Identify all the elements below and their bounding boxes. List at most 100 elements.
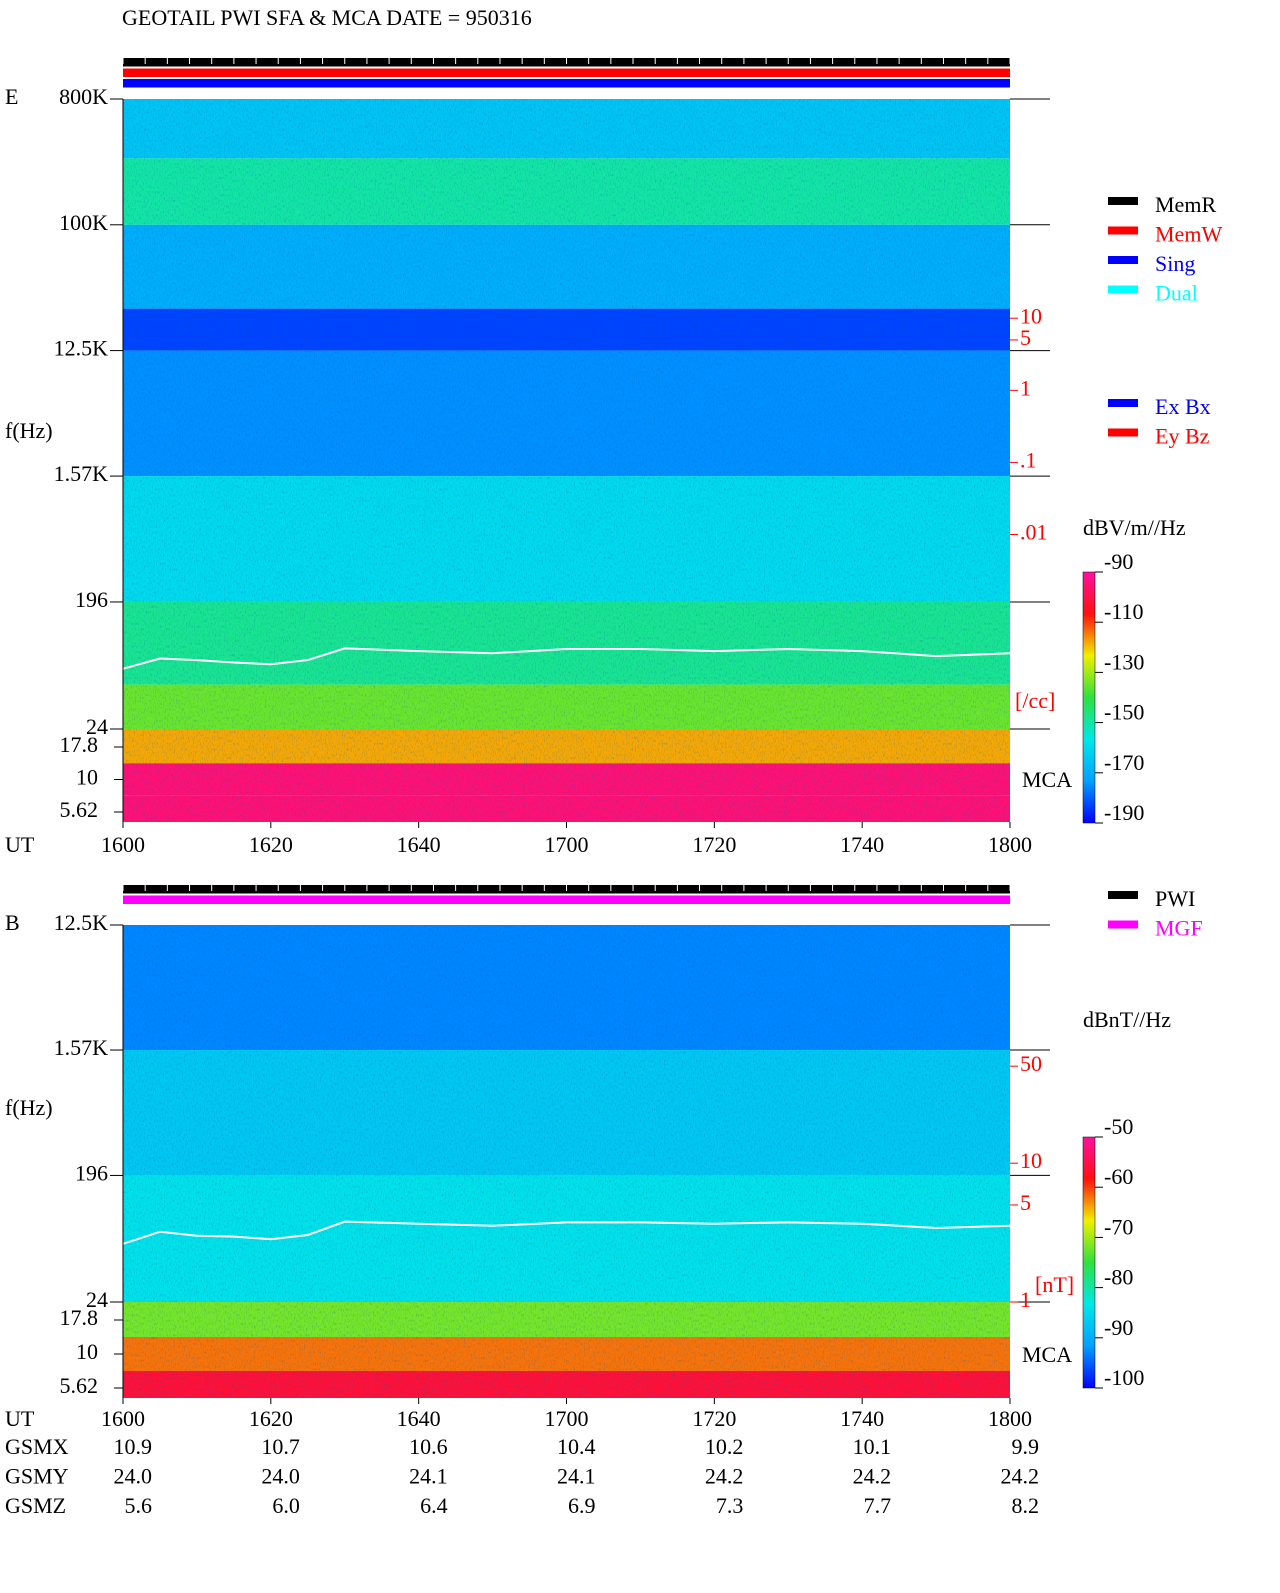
colorbar-tick-label: -90 (1104, 1315, 1133, 1340)
colorbar (1082, 571, 1096, 824)
status-bar (123, 79, 1010, 88)
orbit-value: 10.7 (261, 1434, 300, 1459)
y-tick-label: 1.57K (54, 1035, 109, 1060)
right-scale-label: 5 (1020, 1190, 1031, 1215)
y-tick-label: 24 (86, 714, 108, 739)
y-tick-label: 800K (59, 84, 108, 109)
mca-tick-label: 5.62 (60, 797, 99, 822)
colorbar-tick-label: -70 (1104, 1214, 1133, 1239)
y-tick-label: 196 (75, 587, 108, 612)
legend-swatch (1108, 285, 1138, 294)
legend-swatch (1108, 226, 1138, 235)
legend-label: Ey Bz (1155, 424, 1210, 449)
y-axis-label: f(Hz) (5, 1095, 53, 1120)
right-scale-label: 1 (1020, 375, 1031, 400)
colorbar-label: dBnT//Hz (1083, 1007, 1171, 1032)
status-bar (123, 895, 1010, 904)
orbit-value: 10.2 (705, 1434, 744, 1459)
x-tick-label: 1740 (840, 832, 884, 857)
status-bar (123, 68, 1010, 77)
orbit-value: 24.1 (557, 1464, 596, 1489)
x-tick-label: 1600 (101, 832, 145, 857)
right-scale-label: 10 (1020, 303, 1042, 328)
colorbar-label: dBV/m//Hz (1083, 515, 1186, 540)
texture (123, 925, 1010, 1398)
orbit-value: 24.1 (409, 1464, 448, 1489)
legend-label: MemW (1155, 222, 1222, 247)
y-tick-label: 1.57K (54, 461, 109, 486)
right-scale-unit: [nT] (1035, 1272, 1074, 1297)
y-tick-label: 12.5K (54, 336, 109, 361)
y-tick-label: 12.5K (54, 910, 109, 935)
panel-label: B (5, 910, 20, 935)
x-tick-label: 1620 (249, 832, 293, 857)
panel-label: E (5, 84, 18, 109)
colorbar-tick-label: -190 (1104, 800, 1144, 825)
right-scale-unit: [/cc] (1015, 688, 1055, 713)
x-tick-label: 1740 (840, 1406, 884, 1431)
colorbar-tick-label: -110 (1104, 599, 1144, 624)
x-tick-label: 1700 (545, 1406, 589, 1431)
legend-label: MemR (1155, 192, 1216, 217)
legend-swatch (1108, 891, 1138, 899)
colorbar (1082, 1136, 1096, 1389)
orbit-label: GSMZ (5, 1493, 66, 1518)
texture (123, 99, 1010, 822)
right-scale-label: 10 (1020, 1148, 1042, 1173)
mca-tick-label: 5.62 (60, 1373, 99, 1398)
orbit-value: 7.7 (864, 1493, 892, 1518)
orbit-value: 10.6 (409, 1434, 448, 1459)
mca-label: MCA (1022, 1342, 1072, 1367)
legend-label: MGF (1155, 916, 1203, 941)
orbit-label: GSMX (5, 1434, 69, 1459)
mca-tick-label: 10 (76, 1339, 98, 1364)
legend-label: Ex Bx (1155, 394, 1211, 419)
x-tick-label: 1620 (249, 1406, 293, 1431)
x-axis-label: UT (5, 832, 35, 857)
orbit-value: 8.2 (1012, 1493, 1040, 1518)
right-scale-label: .01 (1020, 520, 1048, 545)
orbit-value: 24.0 (261, 1464, 300, 1489)
orbit-value: 24.2 (1001, 1464, 1040, 1489)
orbit-value: 6.4 (420, 1493, 448, 1518)
y-tick-label: 24 (86, 1287, 108, 1312)
y-tick-label: 196 (75, 1160, 108, 1185)
right-scale-label: 1 (1020, 1287, 1031, 1312)
orbit-value: 10.9 (114, 1434, 153, 1459)
mca-tick-label: 17.8 (60, 1305, 99, 1330)
colorbar-tick-label: -100 (1104, 1365, 1144, 1390)
mca-tick-label: 10 (76, 765, 98, 790)
legend-swatch (1108, 197, 1138, 205)
legend-label: Dual (1155, 281, 1198, 306)
orbit-value: 9.9 (1012, 1434, 1040, 1459)
colorbar-tick-label: -80 (1104, 1265, 1133, 1290)
orbit-label: GSMY (5, 1464, 69, 1489)
legend-swatch (1108, 920, 1138, 929)
x-tick-label: 1600 (101, 1406, 145, 1431)
orbit-value: 10.1 (853, 1434, 892, 1459)
right-scale-label: 5 (1020, 325, 1031, 350)
x-tick-label: 1800 (988, 832, 1032, 857)
legend-swatch (1108, 428, 1138, 437)
colorbar-tick-label: -90 (1104, 549, 1133, 574)
x-tick-label: 1800 (988, 1406, 1032, 1431)
orbit-value: 6.0 (272, 1493, 300, 1518)
orbit-value: 6.9 (568, 1493, 596, 1518)
orbit-value: 24.0 (114, 1464, 153, 1489)
colorbar-tick-label: -130 (1104, 649, 1144, 674)
colorbar-tick-label: -170 (1104, 750, 1144, 775)
right-scale-label: 50 (1020, 1051, 1042, 1076)
colorbar-tick-label: -60 (1104, 1164, 1133, 1189)
mca-tick-label: 17.8 (60, 732, 99, 757)
colorbar-tick-label: -150 (1104, 700, 1144, 725)
plasma-line (122, 647, 1011, 670)
x-axis-label: UT (5, 1406, 35, 1431)
orbit-value: 7.3 (716, 1493, 744, 1518)
orbit-value: 5.6 (125, 1493, 153, 1518)
chart-title: GEOTAIL PWI SFA & MCA DATE = 950316 (122, 5, 532, 30)
orbit-value: 10.4 (557, 1434, 596, 1459)
orbit-value: 24.2 (853, 1464, 892, 1489)
colorbar-tick-label: -50 (1104, 1114, 1133, 1139)
plasma-line (122, 1220, 1011, 1245)
legend-label: Sing (1155, 251, 1195, 276)
